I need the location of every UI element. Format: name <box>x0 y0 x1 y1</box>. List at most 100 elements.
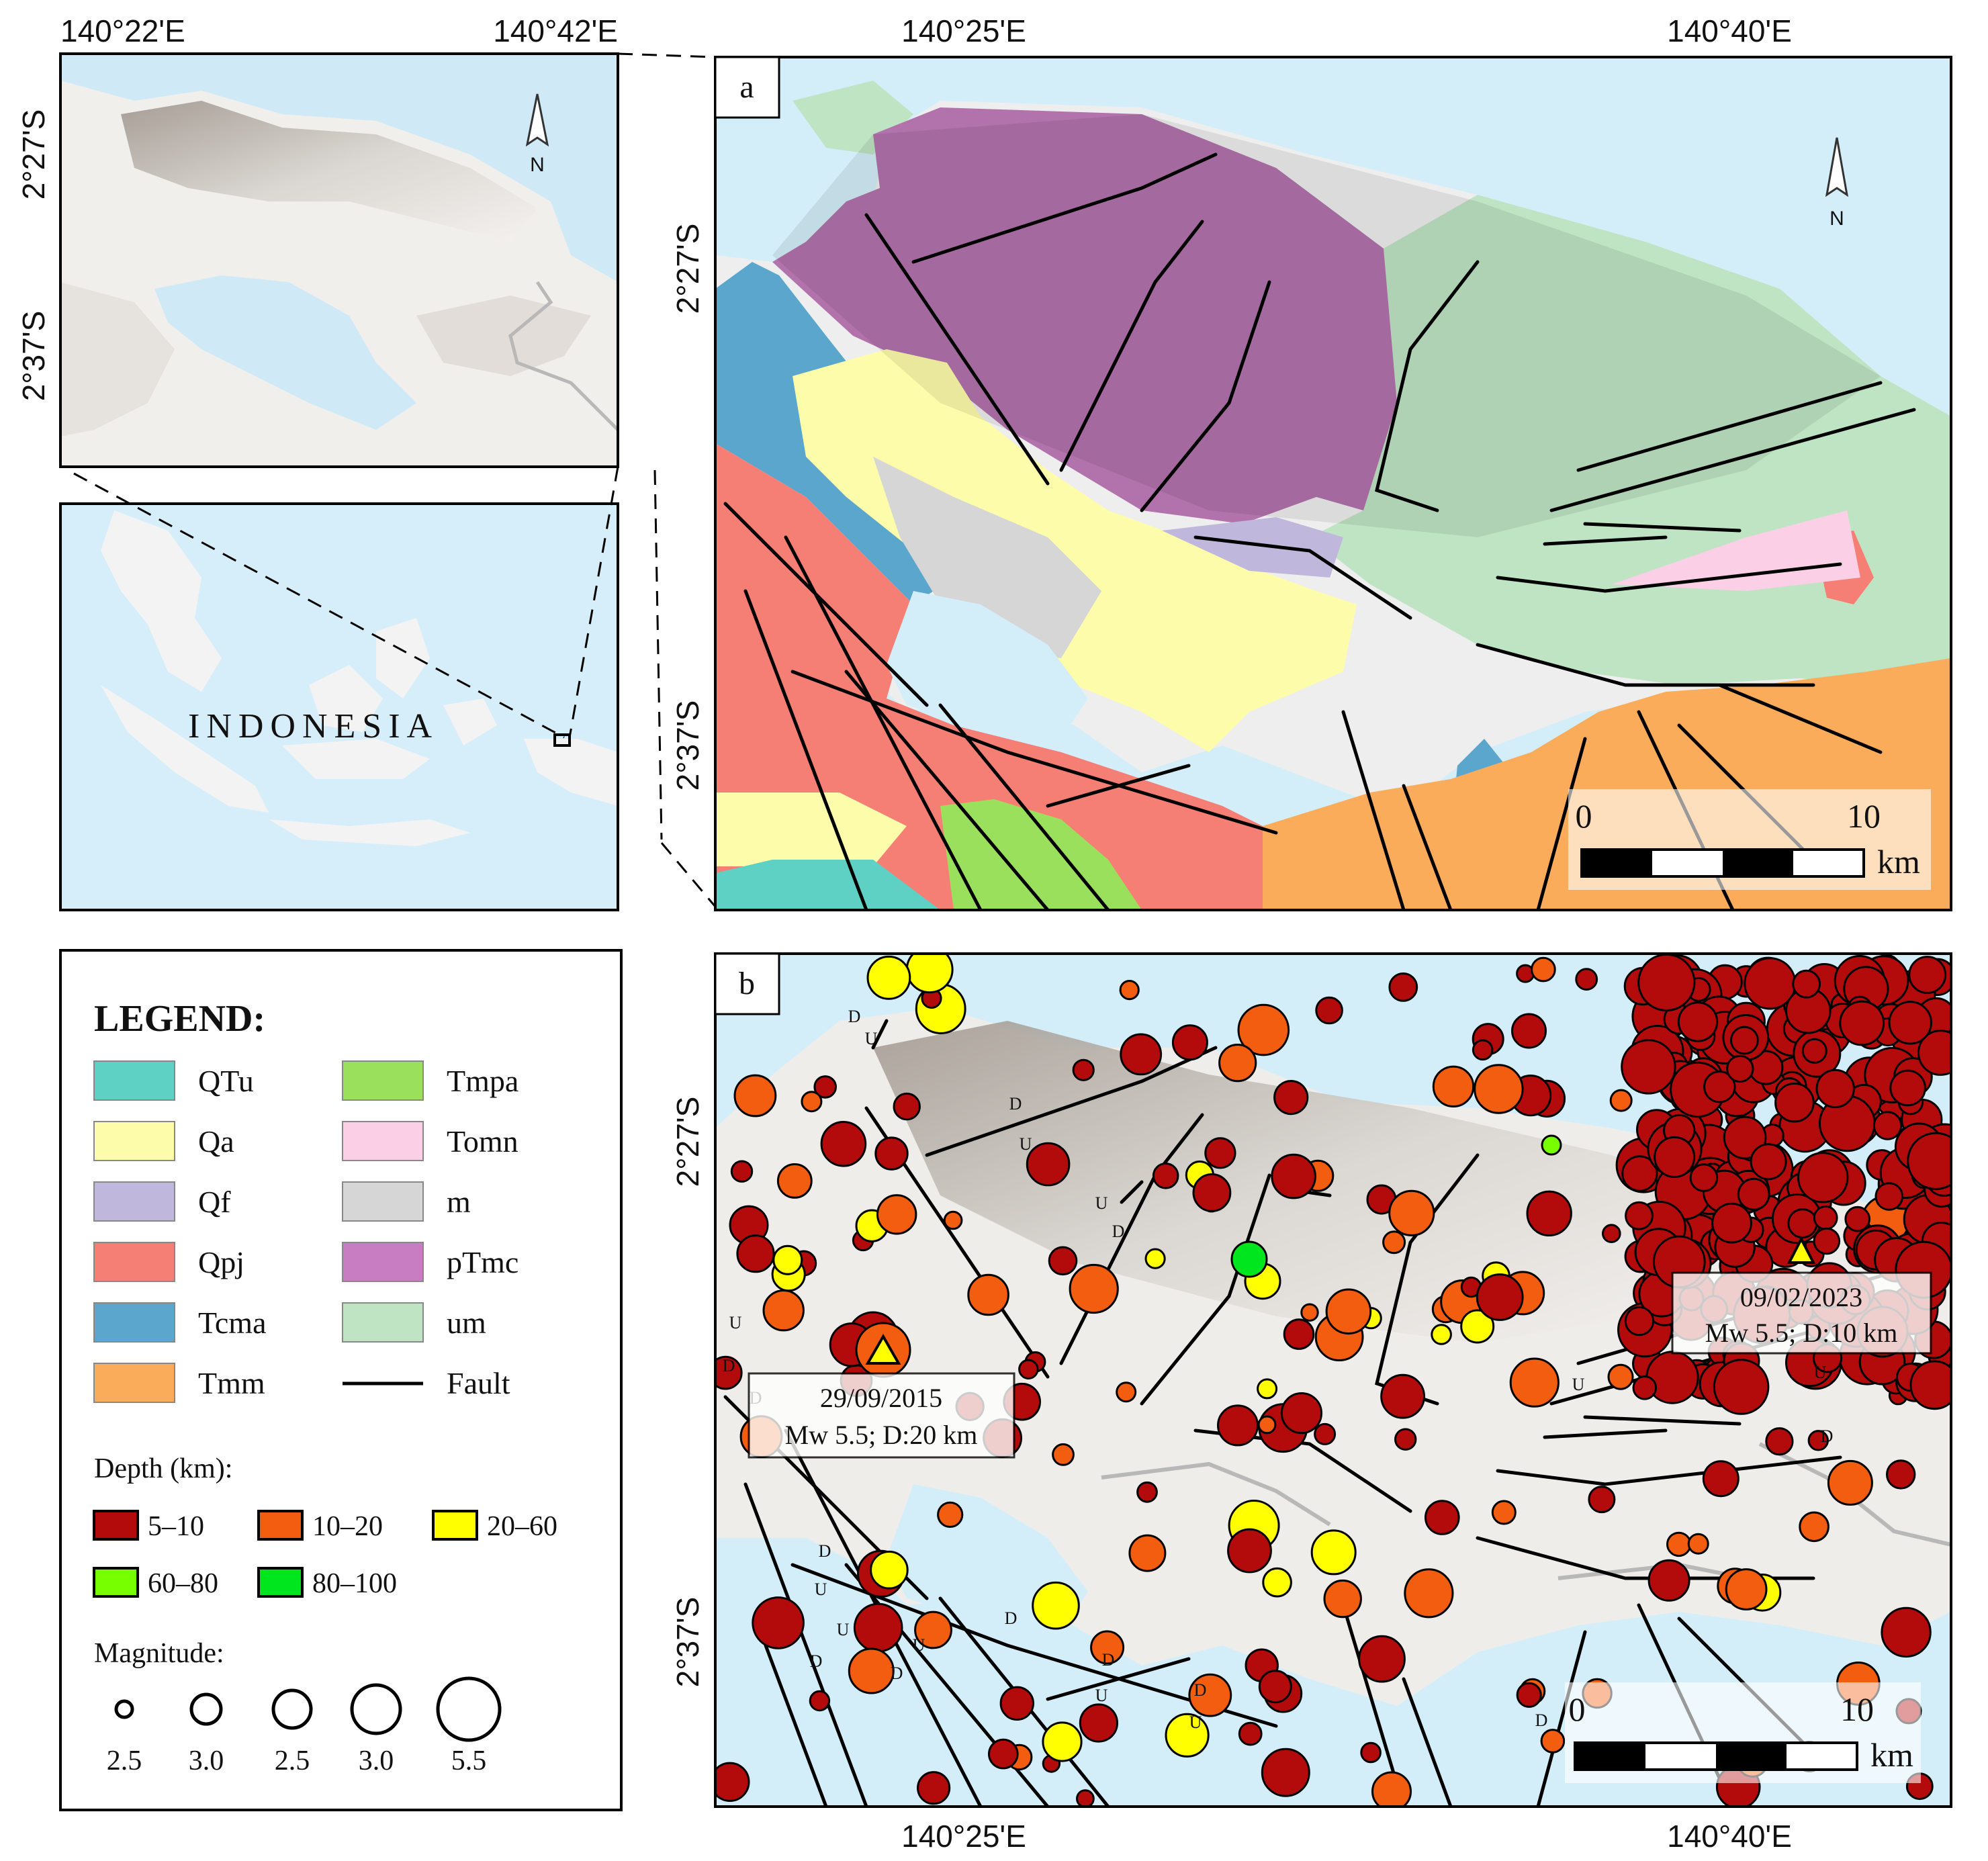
fault-mark: U <box>815 1580 827 1599</box>
earthquake-marker <box>1526 1190 1572 1237</box>
legend-unit-label: Tmm <box>198 1366 265 1400</box>
panel-b-lon-label-2: 140°40'E <box>1667 1819 1792 1854</box>
earthquake-marker <box>874 1136 909 1171</box>
depth-label: 80–100 <box>312 1568 397 1599</box>
panel-a-lat-label-2: 2°37'S <box>670 700 705 791</box>
legend-unit: Qf <box>93 1181 231 1222</box>
earthquake-marker <box>1703 1071 1736 1103</box>
earthquake-marker <box>1432 1065 1475 1108</box>
earthquake-marker <box>1713 1359 1770 1415</box>
fault-mark: U <box>1095 1686 1108 1705</box>
magnitude-circle <box>271 1688 313 1730</box>
earthquake-marker <box>1889 1069 1926 1107</box>
magnitude-circle <box>114 1699 134 1719</box>
legend-unit: Tmm <box>93 1363 265 1403</box>
earthquake-marker <box>1491 1500 1517 1525</box>
earthquake-marker <box>914 1610 952 1649</box>
legend-unit-label: Qf <box>198 1185 231 1219</box>
legend-unit-label: Tomn <box>447 1124 518 1159</box>
earthquake-marker <box>848 1647 895 1694</box>
fault-mark: U <box>865 1029 878 1048</box>
earthquake-marker <box>1358 1635 1406 1683</box>
earthquake-marker <box>1227 1528 1272 1574</box>
earthquake-marker <box>1575 968 1598 991</box>
magnitude-label: 2.5 <box>107 1745 142 1776</box>
top-lat-label-1: 2°27'S <box>16 109 51 200</box>
magnitude-label: 3.0 <box>359 1745 394 1776</box>
earthquake-marker <box>1602 1224 1621 1243</box>
fault-mark: U <box>1020 1134 1032 1154</box>
depth-label: 20–60 <box>487 1511 557 1542</box>
top-lat-label-2: 2°37'S <box>16 311 51 402</box>
fault-mark: U <box>1814 1363 1827 1382</box>
earthquake-marker <box>1872 1111 1903 1140</box>
panel-a-lon-label-1: 140°25'E <box>901 13 1026 48</box>
earthquake-marker <box>1425 1500 1460 1535</box>
legend-unit-label: Qpj <box>198 1245 244 1279</box>
earthquake-marker <box>1314 1422 1337 1445</box>
earthquake-marker <box>893 1092 921 1121</box>
legend-box: LEGEND: QTu Tmpa Qa Tomn Qf <box>59 949 623 1811</box>
earthquake-marker <box>1188 1673 1232 1717</box>
panel-b-scale-unit: km <box>1870 1736 1913 1774</box>
earthquake-marker <box>715 1762 750 1802</box>
earthquake-marker <box>1273 1080 1309 1116</box>
panel-a-lat-label-1: 2°27'S <box>670 224 705 314</box>
earthquake-marker <box>999 1686 1035 1721</box>
north-arrow-icon: N <box>525 93 549 176</box>
event-2023-date: 09/02/2023 <box>1740 1282 1862 1312</box>
earthquake-marker <box>1886 1459 1916 1490</box>
top-lon-label-right: 140°42'E <box>493 13 618 48</box>
legend-swatch <box>93 1181 175 1222</box>
country-label: INDONESIA <box>188 707 439 745</box>
magnitude-circle <box>189 1692 223 1726</box>
earthquake-marker <box>1516 1682 1542 1708</box>
earthquake-marker <box>1431 1324 1452 1345</box>
panel-b-lat-label-2: 2°37'S <box>670 1597 705 1688</box>
earthquake-marker <box>1844 1206 1870 1232</box>
earthquake-marker <box>1315 996 1343 1025</box>
earthquake-marker <box>820 1121 867 1167</box>
earthquake-marker <box>1689 1163 1719 1192</box>
panel-b-scale-end: 10 <box>1840 1690 1874 1728</box>
fault-mark: D <box>723 1356 735 1375</box>
earthquake-marker <box>943 1210 963 1230</box>
earthquake-marker <box>1792 969 1821 999</box>
legend-unit: Fault <box>343 1366 510 1400</box>
earthquake-marker <box>1380 1373 1426 1419</box>
earthquake-marker <box>1540 1729 1566 1754</box>
earthquake-marker <box>1711 1202 1752 1244</box>
earthquake-marker <box>752 1596 805 1649</box>
depth-swatch <box>93 1510 139 1541</box>
earthquake-marker <box>1799 1511 1829 1543</box>
depth-swatch <box>93 1567 139 1598</box>
earthquake-marker <box>1204 1137 1236 1169</box>
legend-unit: Tmpa <box>342 1060 518 1101</box>
legend-unit: Qpj <box>93 1242 244 1282</box>
earthquake-marker <box>876 1194 917 1235</box>
earthquake-marker <box>1230 1240 1268 1278</box>
earthquake-marker <box>1813 1227 1841 1255</box>
earthquake-marker <box>1917 1030 1951 1076</box>
panel-a-north-label: N <box>1829 208 1844 230</box>
earthquake-marker <box>1813 1205 1838 1230</box>
earthquake-marker <box>1907 1132 1951 1190</box>
earthquake-marker <box>1637 954 1696 1011</box>
earthquake-marker <box>1509 1357 1560 1408</box>
earthquake-marker <box>1460 1309 1495 1344</box>
earthquake-marker <box>1052 1443 1075 1466</box>
earthquake-marker <box>1257 1415 1277 1435</box>
earthquake-marker <box>736 1234 775 1273</box>
fault-mark: D <box>1535 1711 1548 1730</box>
earthquake-marker <box>1079 1703 1119 1743</box>
earthquake-marker <box>1192 1173 1232 1212</box>
legend-swatch <box>342 1121 424 1161</box>
earthquake-marker <box>1702 1460 1740 1498</box>
legend-unit: pTmc <box>342 1242 518 1282</box>
earthquake-marker <box>1881 1606 1932 1658</box>
earthquake-marker <box>1687 1533 1709 1555</box>
earthquake-marker <box>1152 1163 1179 1189</box>
earthquake-marker <box>1238 1721 1263 1746</box>
fault-mark: D <box>1194 1680 1207 1700</box>
earthquake-marker <box>1136 1481 1158 1503</box>
